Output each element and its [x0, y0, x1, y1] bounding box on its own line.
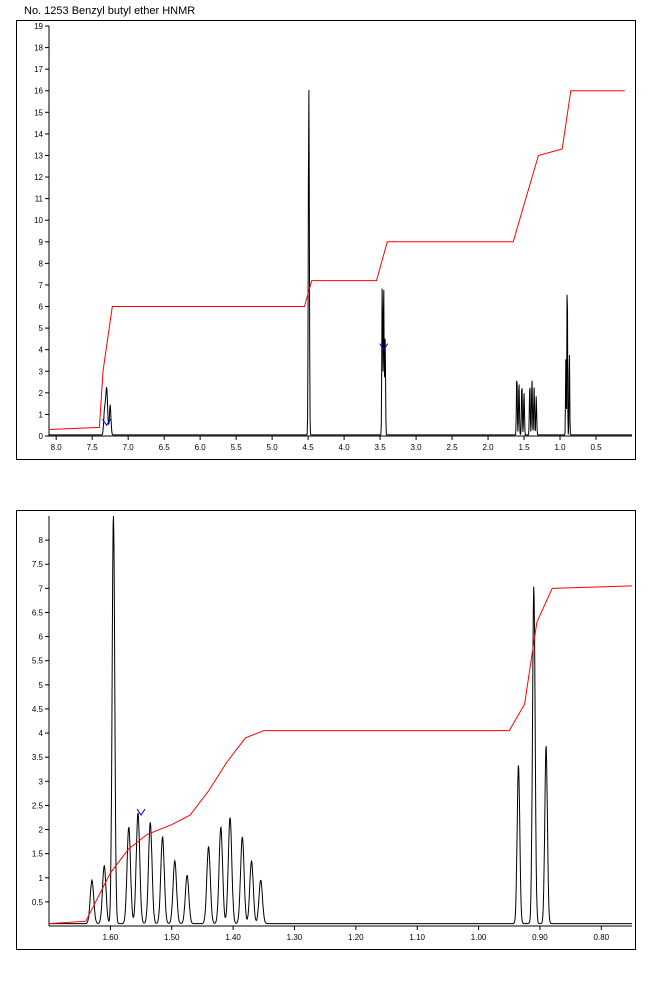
- svg-text:1.40: 1.40: [225, 933, 241, 942]
- svg-text:4.0: 4.0: [339, 443, 351, 452]
- svg-text:11: 11: [35, 195, 44, 204]
- spectrum-zoom: 0.5 1 1.5 2 2.5 3 3.5 4 4.5 5 5.5 6 6.5 7 7.5 8 1.60 1.50…: [16, 510, 636, 950]
- svg-text:14: 14: [34, 130, 43, 139]
- svg-text:3.0: 3.0: [411, 443, 423, 452]
- svg-text:3.5: 3.5: [32, 753, 44, 762]
- svg-text:5.5: 5.5: [231, 443, 243, 452]
- svg-text:3: 3: [39, 777, 44, 786]
- svg-text:7.0: 7.0: [123, 443, 135, 452]
- svg-text:1.10: 1.10: [409, 933, 425, 942]
- svg-text:4: 4: [39, 346, 44, 355]
- svg-text:5.0: 5.0: [267, 443, 279, 452]
- svg-text:1.5: 1.5: [518, 443, 530, 452]
- svg-text:6.5: 6.5: [159, 443, 171, 452]
- svg-text:0.5: 0.5: [32, 898, 44, 907]
- svg-text:8: 8: [39, 536, 44, 545]
- svg-text:18: 18: [34, 44, 43, 53]
- svg-text:2: 2: [39, 389, 44, 398]
- svg-text:13: 13: [34, 151, 43, 160]
- svg-text:1.30: 1.30: [287, 933, 303, 942]
- svg-text:19: 19: [34, 22, 43, 31]
- svg-text:0: 0: [39, 432, 44, 441]
- svg-text:6.0: 6.0: [195, 443, 207, 452]
- spectrum-zoom-svg: 0.5 1 1.5 2 2.5 3 3.5 4 4.5 5 5.5 6 6.5 7 7.5 8 1.60 1.50…: [17, 511, 637, 951]
- svg-text:7: 7: [39, 281, 44, 290]
- svg-text:1.5: 1.5: [32, 850, 44, 859]
- spectrum-full: 0123456789101112131415161718198.07.57.06…: [16, 20, 636, 460]
- svg-text:15: 15: [34, 108, 43, 117]
- svg-text:1.00: 1.00: [471, 933, 487, 942]
- page-title: No. 1253 Benzyl butyl ether HNMR: [24, 5, 195, 17]
- svg-text:2: 2: [39, 826, 44, 835]
- svg-text:7: 7: [39, 584, 44, 593]
- svg-text:1.50: 1.50: [164, 933, 180, 942]
- svg-text:0.5: 0.5: [590, 443, 602, 452]
- svg-text:1: 1: [39, 410, 44, 419]
- svg-text:17: 17: [34, 65, 43, 74]
- svg-text:8: 8: [39, 259, 44, 268]
- svg-text:2.0: 2.0: [482, 443, 494, 452]
- svg-text:3: 3: [39, 367, 44, 376]
- svg-text:5: 5: [39, 324, 44, 333]
- svg-text:1.20: 1.20: [348, 933, 364, 942]
- svg-text:1.60: 1.60: [103, 933, 119, 942]
- svg-text:6: 6: [39, 303, 44, 312]
- svg-text:0.80: 0.80: [594, 933, 610, 942]
- svg-text:2.5: 2.5: [446, 443, 458, 452]
- svg-text:8.0: 8.0: [51, 443, 63, 452]
- spectrum-full-svg: 0123456789101112131415161718198.07.57.06…: [17, 21, 637, 461]
- svg-text:4: 4: [39, 729, 44, 738]
- svg-text:1: 1: [39, 874, 44, 883]
- svg-text:12: 12: [34, 173, 43, 182]
- svg-text:4.5: 4.5: [32, 705, 44, 714]
- svg-text:16: 16: [34, 87, 43, 96]
- svg-text:5: 5: [39, 681, 44, 690]
- svg-text:5.5: 5.5: [32, 657, 44, 666]
- svg-text:6: 6: [39, 633, 44, 642]
- svg-text:7.5: 7.5: [87, 443, 99, 452]
- svg-text:7.5: 7.5: [32, 560, 44, 569]
- svg-text:9: 9: [39, 238, 44, 247]
- svg-text:1.0: 1.0: [554, 443, 566, 452]
- svg-text:3.5: 3.5: [375, 443, 387, 452]
- svg-text:10: 10: [34, 216, 43, 225]
- svg-text:6.5: 6.5: [32, 608, 44, 617]
- svg-text:4.5: 4.5: [303, 443, 315, 452]
- svg-text:0.90: 0.90: [532, 933, 548, 942]
- svg-text:2.5: 2.5: [32, 801, 44, 810]
